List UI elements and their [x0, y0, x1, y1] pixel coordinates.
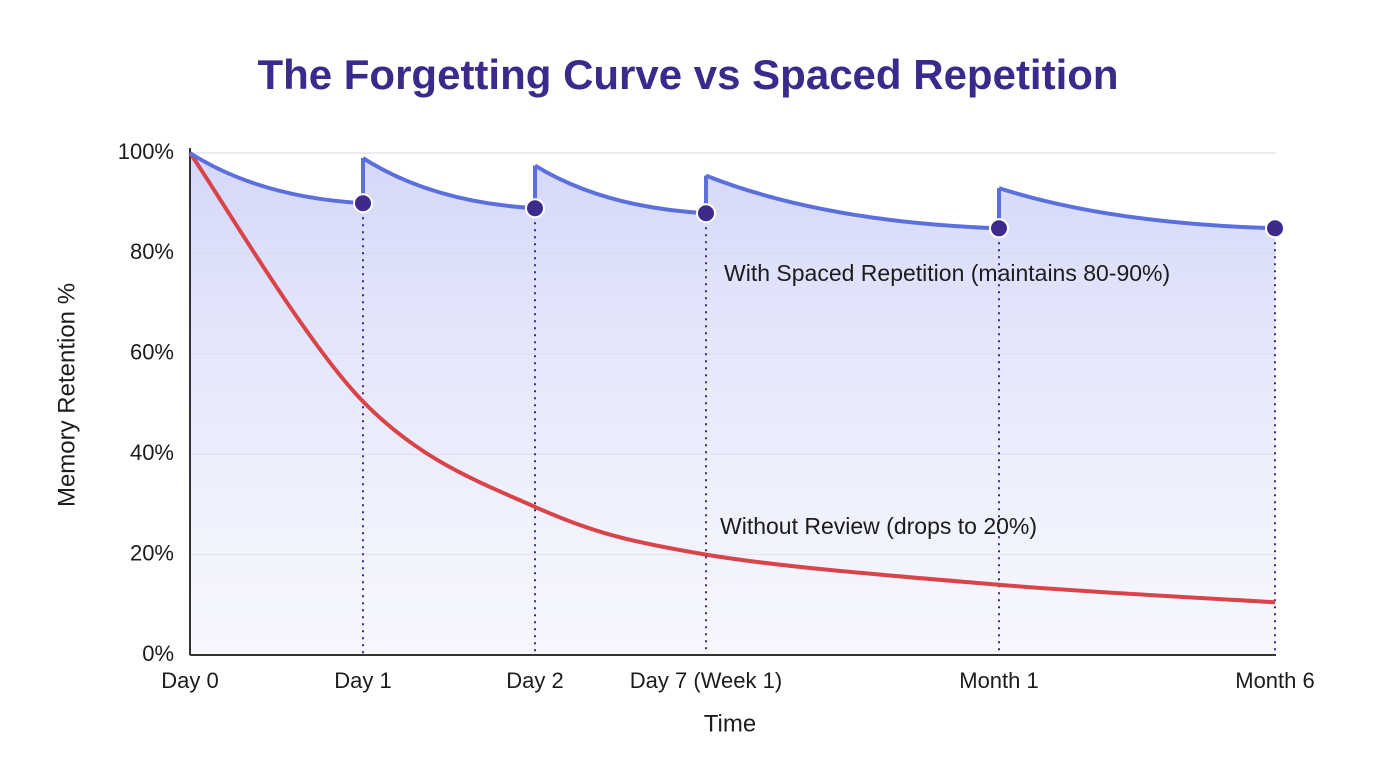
forgetting-line	[188, 151, 1276, 605]
y-tick-label: 40%	[130, 440, 174, 465]
retention-area	[190, 153, 1275, 655]
y-tick-label: 20%	[130, 540, 174, 565]
retention-decay	[705, 173, 1000, 231]
retention-decay	[361, 156, 536, 211]
y-tick-label: 80%	[130, 239, 174, 264]
retention-decay	[188, 151, 364, 206]
retention-decay	[998, 186, 1276, 231]
series-label: Without Review (drops to 20%)	[720, 513, 1037, 539]
y-tick-label: 60%	[130, 340, 174, 365]
y-tick-label: 100%	[118, 139, 174, 164]
x-tick-label: Day 1	[334, 668, 391, 693]
y-tick-label: 0%	[142, 641, 174, 666]
y-axis-label: Memory Retention %	[53, 283, 80, 507]
retention-decay	[533, 163, 707, 216]
review-point	[1265, 218, 1285, 239]
x-tick-label: Day 2	[506, 668, 563, 693]
review-point	[989, 218, 1009, 239]
x-tick-label: Day 7 (Week 1)	[630, 668, 782, 693]
series-label: With Spaced Repetition (maintains 80-90%…	[724, 260, 1170, 286]
review-point	[353, 193, 373, 214]
x-tick-label: Month 6	[1235, 668, 1315, 693]
chart-title: The Forgetting Curve vs Spaced Repetitio…	[257, 51, 1118, 98]
x-tick-label: Day 0	[161, 668, 218, 693]
review-point	[696, 203, 716, 224]
x-axis-label: Time	[704, 710, 756, 737]
x-tick-label: Month 1	[959, 668, 1039, 693]
review-point	[525, 198, 545, 219]
